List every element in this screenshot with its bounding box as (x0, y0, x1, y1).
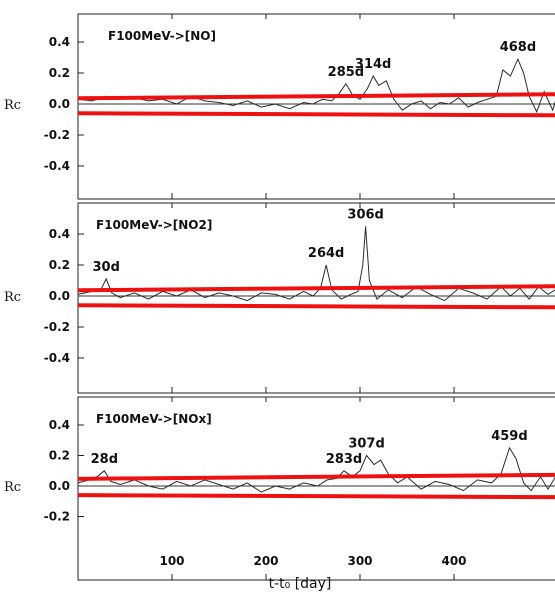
y-tick-label: 0.0 (49, 289, 70, 303)
y-tick-label: 0.2 (49, 449, 70, 463)
y-tick-label: -0.2 (44, 320, 70, 334)
peak-label: 264d (308, 246, 344, 261)
series-line (77, 226, 555, 302)
panel-title: F100MeV->[NOx] (96, 412, 212, 426)
peak-label: 468d (500, 40, 536, 55)
peak-label: 459d (491, 429, 527, 444)
panel-title: F100MeV->[NO] (108, 29, 216, 43)
y-tick-label: 0.0 (49, 479, 70, 493)
peak-label: 285d (328, 65, 364, 80)
peak-label: 283d (326, 452, 362, 467)
series-line (77, 446, 555, 493)
x-tick-label: 300 (347, 554, 372, 568)
y-tick-label: 0.4 (49, 418, 70, 432)
panel-frame (77, 202, 555, 394)
peak-label: 28d (91, 452, 118, 467)
y-tick-label: 0.2 (49, 258, 70, 272)
significance-upper-line (77, 92, 555, 101)
significance-lower-line (77, 303, 555, 310)
y-axis-label: Rc (4, 98, 21, 113)
y-axis-label: Rc (4, 480, 21, 495)
y-tick-label: 0.4 (49, 35, 70, 49)
panel-title: F100MeV->[NO2] (96, 218, 212, 232)
x-tick-label: 100 (159, 554, 184, 568)
x-tick-label: 400 (441, 554, 466, 568)
y-tick-label: -0.4 (44, 159, 70, 173)
y-tick-label: -0.2 (44, 510, 70, 524)
x-tick-label: 200 (253, 554, 278, 568)
peak-label: 306d (347, 207, 383, 222)
y-tick-label: -0.4 (44, 351, 70, 365)
y-tick-label: 0.0 (49, 97, 70, 111)
significance-lower-line (77, 493, 555, 500)
significance-lower-line (77, 111, 555, 118)
panel-frame (77, 13, 555, 200)
y-axis-label: Rc (4, 290, 21, 305)
significance-upper-line (77, 472, 555, 481)
peak-label: 30d (92, 260, 119, 275)
peak-label: 307d (348, 437, 384, 452)
significance-upper-line (77, 284, 555, 293)
x-axis-label: t-t₀ [day] (269, 576, 332, 592)
panel-frame (77, 396, 555, 581)
y-tick-label: 0.4 (49, 227, 70, 241)
y-tick-label: -0.2 (44, 128, 70, 142)
y-tick-label: 0.2 (49, 66, 70, 80)
peak-label: 314d (355, 57, 391, 72)
